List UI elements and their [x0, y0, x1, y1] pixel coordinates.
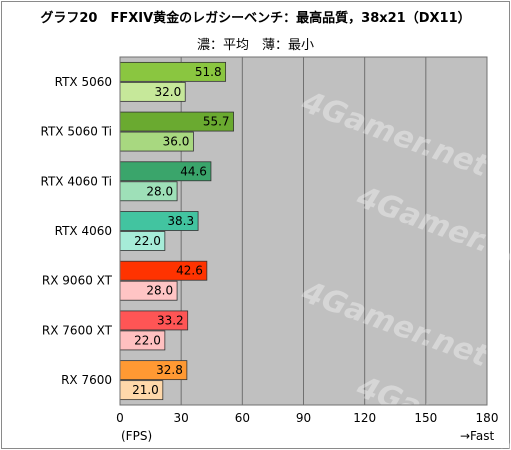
category-label: RX 7600 XT — [42, 323, 113, 337]
value-label: 32.0 — [155, 85, 182, 99]
category-label: RTX 4060 — [55, 224, 112, 238]
value-label: 22.0 — [134, 234, 161, 248]
x-axis-direction-label: →Fast — [460, 429, 495, 443]
value-label: 28.0 — [146, 184, 173, 198]
value-label: 55.7 — [203, 115, 230, 129]
x-tick-label: 30 — [174, 411, 189, 425]
value-label: 28.0 — [146, 284, 173, 298]
value-label: 51.8 — [195, 65, 222, 79]
chart-legend-note: 濃：平均 薄：最小 — [196, 38, 314, 53]
value-label: 22.0 — [134, 333, 161, 347]
category-label: RTX 5060 — [55, 75, 112, 89]
x-tick-label: 120 — [353, 411, 376, 425]
value-label: 21.0 — [132, 383, 159, 397]
category-label: RTX 5060 Ti — [41, 125, 112, 139]
x-tick-label: 180 — [476, 411, 499, 425]
category-label: RX 7600 — [61, 373, 112, 387]
x-tick-label: 0 — [116, 411, 124, 425]
category-label: RTX 4060 Ti — [41, 174, 112, 188]
value-label: 38.3 — [167, 214, 194, 228]
value-label: 33.2 — [157, 313, 184, 327]
category-label: RX 9060 XT — [42, 274, 113, 288]
value-label: 36.0 — [163, 135, 190, 149]
x-axis-unit-label: (FPS) — [121, 429, 153, 443]
value-label: 42.6 — [176, 264, 203, 278]
x-tick-label: 150 — [414, 411, 437, 425]
chart-title: グラフ20 FFXIV黄金のレガシーベンチ：最高品質，38x21（DX11） — [40, 11, 471, 26]
plot-border — [119, 56, 488, 406]
x-tick-label: 90 — [296, 411, 311, 425]
value-label: 32.8 — [156, 363, 183, 377]
axes: RTX 5060 RTX 5060 Ti RTX 4060 Ti RTX 4060 RX… — [41, 56, 499, 425]
value-label: 44.6 — [180, 164, 207, 178]
x-tick-label: 60 — [235, 411, 250, 425]
bars: 51.832.055.736.044.628.038.322.042.628.0… — [119, 61, 234, 401]
